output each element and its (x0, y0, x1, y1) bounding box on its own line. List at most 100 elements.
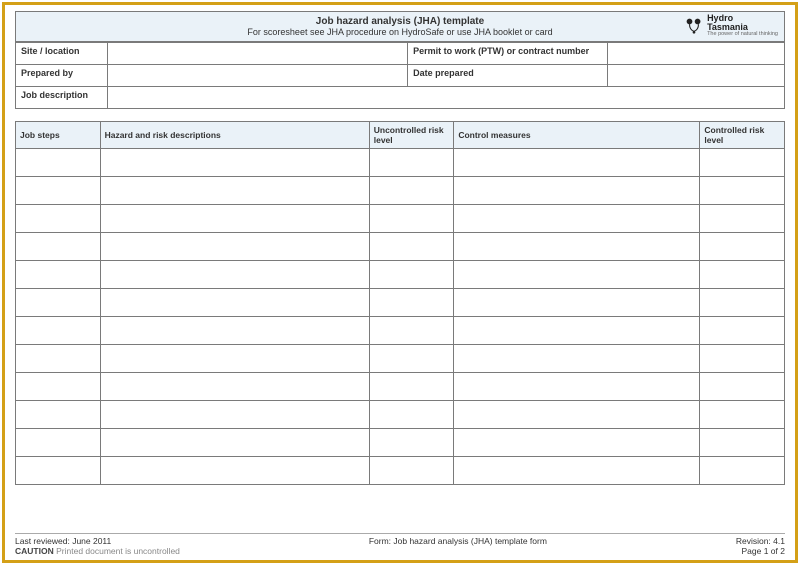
table-cell (100, 373, 369, 401)
table-cell (700, 149, 785, 177)
logo-tagline: The power of natural thinking (707, 32, 778, 38)
table-row (16, 261, 785, 289)
table-cell (700, 401, 785, 429)
table-cell (16, 401, 101, 429)
table-cell (454, 261, 700, 289)
table-cell (100, 261, 369, 289)
table-cell (700, 373, 785, 401)
table-cell (454, 317, 700, 345)
table-cell (454, 345, 700, 373)
col-job-steps: Job steps (16, 122, 101, 149)
page-label: Page (741, 546, 761, 556)
table-cell (700, 457, 785, 485)
caution-text: Printed document is uncontrolled (56, 546, 180, 556)
table-row (16, 457, 785, 485)
footer-left: Last reviewed: June 2011 CAUTION Printed… (15, 536, 180, 556)
table-cell (454, 233, 700, 261)
table-cell (16, 317, 101, 345)
header-band: Job hazard analysis (JHA) template For s… (15, 11, 785, 42)
table-cell (16, 457, 101, 485)
permit-value (608, 43, 785, 65)
table-cell (16, 149, 101, 177)
jobdesc-value (108, 87, 785, 109)
table-row (16, 177, 785, 205)
table-cell (369, 373, 454, 401)
logo-block: Hydro Tasmania The power of natural thin… (685, 14, 778, 38)
table-cell (454, 289, 700, 317)
table-cell (700, 429, 785, 457)
table-cell (369, 177, 454, 205)
table-row (16, 317, 785, 345)
col-control-measures: Control measures (454, 122, 700, 149)
table-cell (454, 149, 700, 177)
info-row-prepared: Prepared by Date prepared (16, 65, 785, 87)
table-cell (100, 149, 369, 177)
hazard-table: Job steps Hazard and risk descriptions U… (15, 121, 785, 485)
table-row (16, 149, 785, 177)
table-cell (454, 457, 700, 485)
revision-label: Revision: (736, 536, 771, 546)
table-cell (700, 261, 785, 289)
table-cell (369, 457, 454, 485)
table-cell (700, 289, 785, 317)
date-label: Date prepared (408, 65, 608, 87)
info-row-site: Site / location Permit to work (PTW) or … (16, 43, 785, 65)
form-value: Job hazard analysis (JHA) template form (393, 536, 547, 546)
table-cell (100, 233, 369, 261)
table-cell (454, 177, 700, 205)
table-cell (16, 261, 101, 289)
table-row (16, 429, 785, 457)
table-cell (16, 345, 101, 373)
table-cell (100, 317, 369, 345)
footer-right: Revision: 4.1 Page 1 of 2 (736, 536, 785, 556)
table-cell (100, 177, 369, 205)
table-cell (100, 429, 369, 457)
table-cell (369, 149, 454, 177)
site-label: Site / location (16, 43, 108, 65)
table-cell (100, 205, 369, 233)
info-row-jobdesc: Job description (16, 87, 785, 109)
footer-center: Form: Job hazard analysis (JHA) template… (180, 536, 736, 556)
table-cell (454, 429, 700, 457)
table-cell (100, 289, 369, 317)
footer: Last reviewed: June 2011 CAUTION Printed… (15, 533, 785, 556)
date-value (608, 65, 785, 87)
table-cell (16, 233, 101, 261)
table-cell (100, 401, 369, 429)
table-cell (700, 317, 785, 345)
table-cell (369, 233, 454, 261)
info-table: Site / location Permit to work (PTW) or … (15, 42, 785, 109)
spacer (15, 109, 785, 121)
revision-value: 4.1 (773, 536, 785, 546)
document-title: Job hazard analysis (JHA) template (16, 16, 784, 27)
table-cell (454, 401, 700, 429)
form-label: Form: (369, 536, 391, 546)
table-cell (700, 177, 785, 205)
table-cell (700, 233, 785, 261)
hazard-table-header-row: Job steps Hazard and risk descriptions U… (16, 122, 785, 149)
table-cell (100, 457, 369, 485)
last-reviewed-value: June 2011 (72, 536, 111, 546)
table-row (16, 373, 785, 401)
table-cell (16, 205, 101, 233)
table-row (16, 205, 785, 233)
table-cell (16, 289, 101, 317)
prepared-value (108, 65, 408, 87)
table-cell (369, 345, 454, 373)
site-value (108, 43, 408, 65)
caution-label: CAUTION (15, 546, 54, 556)
table-cell (100, 345, 369, 373)
table-cell (369, 317, 454, 345)
document-subtitle: For scoresheet see JHA procedure on Hydr… (16, 27, 784, 37)
table-cell (369, 289, 454, 317)
table-cell (16, 429, 101, 457)
table-cell (700, 345, 785, 373)
table-cell (16, 373, 101, 401)
table-cell (16, 177, 101, 205)
table-cell (454, 373, 700, 401)
jobdesc-label: Job description (16, 87, 108, 109)
col-uncontrolled-risk: Uncontrolled risk level (369, 122, 454, 149)
table-row (16, 345, 785, 373)
last-reviewed-label: Last reviewed: (15, 536, 70, 546)
table-cell (454, 205, 700, 233)
